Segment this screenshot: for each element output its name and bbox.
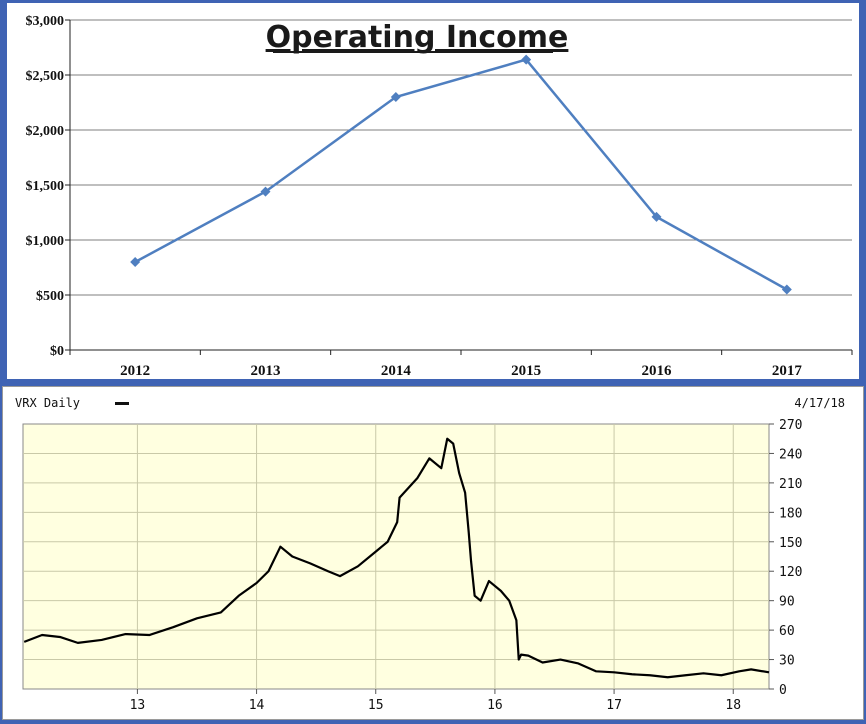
y-tick-label: 60 — [779, 624, 795, 639]
y-tick-label: 180 — [779, 506, 802, 521]
legend-label: VRX Daily — [15, 396, 80, 410]
y-tick-label: 150 — [779, 536, 802, 551]
data-point-marker — [260, 186, 271, 197]
x-tick-label: 2015 — [511, 363, 541, 379]
chart-title: Operating Income — [266, 20, 569, 55]
x-tick-label: 2012 — [120, 363, 150, 379]
data-point-marker — [130, 257, 141, 267]
y-tick-label: 240 — [779, 447, 802, 462]
x-tick-label: 16 — [487, 698, 503, 713]
date-label: 4/17/18 — [794, 396, 845, 410]
y-tick-label: 90 — [779, 595, 795, 610]
x-tick-label: 2013 — [251, 363, 281, 379]
y-tick-label: $0 — [50, 344, 64, 359]
y-tick-label: $500 — [36, 289, 64, 304]
operating-income-chart: $0 $500 $1,000 $1,500 $2,000 $2,500 $3,000 201… — [7, 3, 859, 379]
x-tick-label: 14 — [249, 698, 265, 713]
y-tick-label: $1,500 — [26, 179, 65, 194]
x-tick-label: 2017 — [772, 363, 803, 379]
x-tick-label: 13 — [130, 698, 146, 713]
x-tick-label: 17 — [606, 698, 622, 713]
x-tick-label: 18 — [725, 698, 741, 713]
data-point-marker — [651, 211, 662, 222]
y-tick-label: $1,000 — [26, 234, 65, 249]
price-line — [23, 437, 770, 679]
legend-swatch — [115, 402, 129, 405]
x-tick-label: 2014 — [381, 363, 412, 379]
y-tick-label: 270 — [779, 418, 802, 433]
data-point-marker — [390, 92, 401, 102]
y-tick-label: 210 — [779, 477, 802, 492]
y-tick-label: $2,500 — [26, 69, 65, 84]
data-point-marker — [521, 54, 532, 65]
y-tick-label: $2,000 — [26, 124, 65, 139]
y-tick-label: 0 — [779, 683, 787, 698]
chart-header-bar — [3, 387, 863, 413]
y-tick-label: 120 — [779, 565, 802, 580]
data-point-marker — [781, 284, 792, 295]
y-tick-label: $3,000 — [26, 14, 65, 29]
operating-income-svg: $0 $500 $1,000 $1,500 $2,000 $2,500 $3,000 201… — [26, 14, 853, 379]
vrx-daily-svg: VRX Daily 4/17/18 0 30 60 90 120 150 180 210 240… — [3, 387, 863, 713]
vrx-daily-chart: VRX Daily 4/17/18 0 30 60 90 120 150 180 210 240… — [2, 386, 864, 720]
series-line — [134, 58, 788, 291]
x-tick-label: 15 — [368, 698, 384, 713]
x-tick-label: 2016 — [642, 363, 673, 379]
y-tick-label: 30 — [779, 654, 795, 669]
plot-area — [22, 423, 770, 690]
